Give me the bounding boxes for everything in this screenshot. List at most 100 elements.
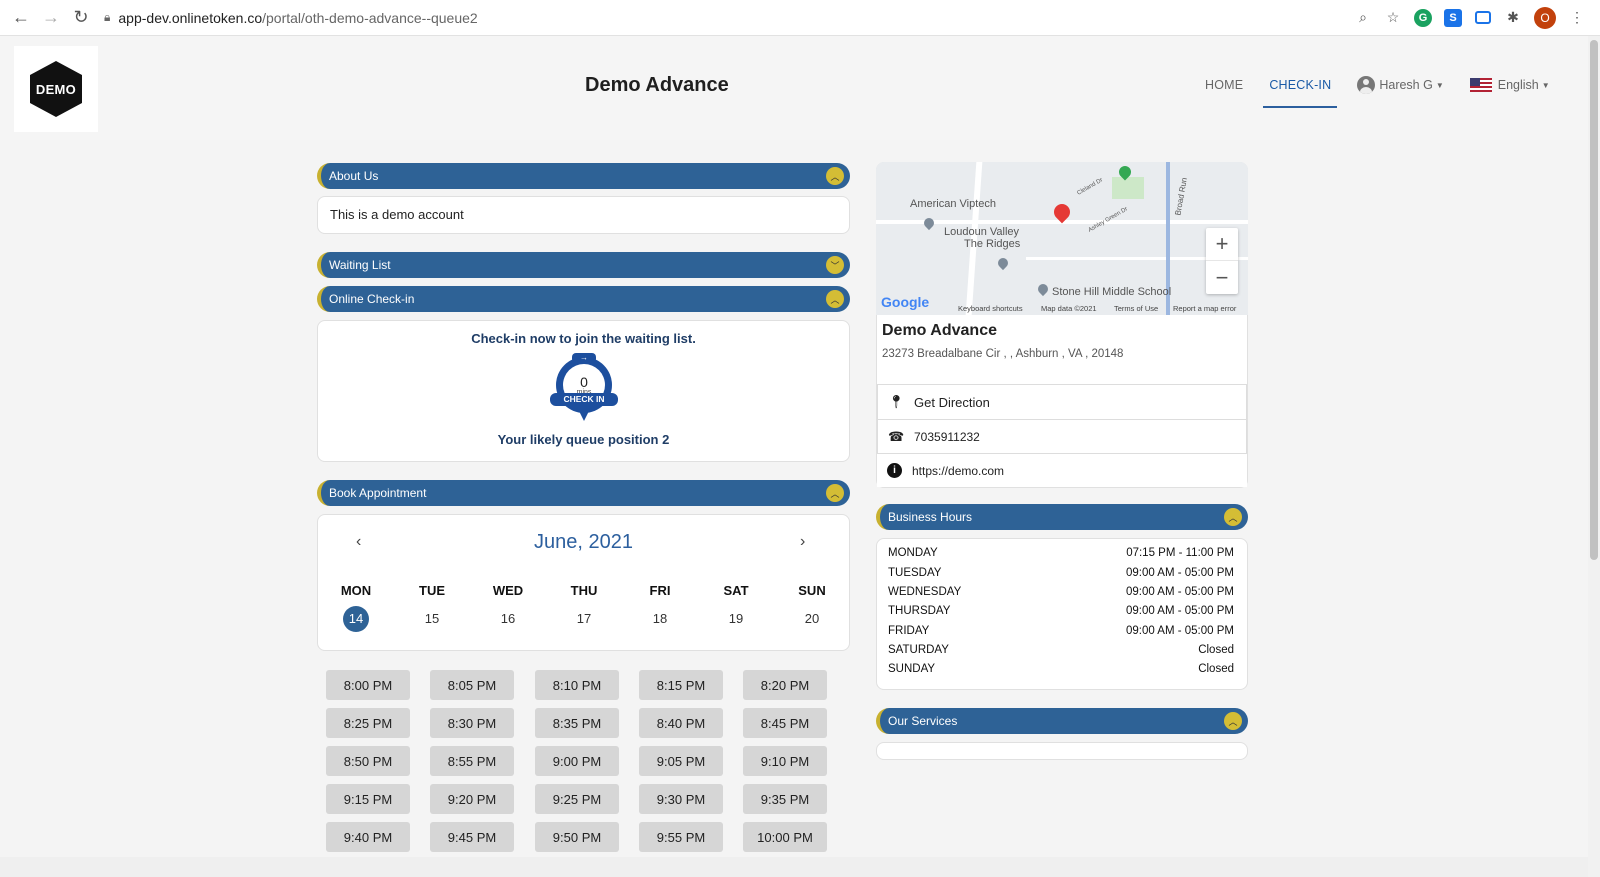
waiting-list-header[interactable]: Waiting List ﹀ xyxy=(317,252,850,278)
map-road xyxy=(1026,257,1248,260)
calendar-day-sun[interactable]: SUN 20 xyxy=(787,583,837,632)
time-slot[interactable]: 8:50 PM xyxy=(326,746,410,776)
nav-checkin[interactable]: CHECK-IN xyxy=(1263,78,1338,108)
prev-week-icon[interactable]: ‹ xyxy=(356,533,362,550)
user-menu[interactable]: Haresh G ▼ xyxy=(1357,76,1444,94)
map-report-error[interactable]: Report a map error xyxy=(1173,304,1237,313)
menu-dots-icon[interactable]: ⋮ xyxy=(1570,9,1584,25)
time-slot[interactable]: 9:25 PM xyxy=(535,784,619,814)
star-icon[interactable]: ☆ xyxy=(1386,9,1400,25)
hours-row: THURSDAY 09:00 AM - 05:00 PM xyxy=(888,605,1234,617)
website-row[interactable]: i https://demo.com xyxy=(877,454,1247,487)
time-slot[interactable]: 9:40 PM xyxy=(326,822,410,852)
checkin-button[interactable]: 0 mins → CHECK IN xyxy=(550,353,618,427)
time-slot[interactable]: 8:10 PM xyxy=(535,670,619,700)
hours-day: THURSDAY xyxy=(888,605,951,617)
phone-icon: ☎︎ xyxy=(888,428,905,444)
book-appointment-header[interactable]: Book Appointment ︿ xyxy=(317,480,850,506)
zoom-icon[interactable]: ⌕ xyxy=(1359,9,1367,25)
chevron-up-icon[interactable]: ︿ xyxy=(826,290,844,308)
chevron-down-icon[interactable]: ﹀ xyxy=(826,256,844,274)
time-slot[interactable]: 9:30 PM xyxy=(639,784,723,814)
time-slot[interactable]: 8:25 PM xyxy=(326,708,410,738)
time-slot[interactable]: 9:00 PM xyxy=(535,746,619,776)
scrollbar[interactable] xyxy=(1588,36,1600,877)
day-name: TUE xyxy=(419,583,445,598)
hours-time: 09:00 AM - 05:00 PM xyxy=(1125,625,1234,637)
map-place-icon[interactable] xyxy=(921,215,937,231)
get-direction-row[interactable]: 📍︎ Get Direction xyxy=(877,384,1247,420)
map-terms[interactable]: Terms of Use xyxy=(1114,304,1159,313)
time-slot[interactable]: 8:05 PM xyxy=(430,670,514,700)
calendar-day-fri[interactable]: FRI 18 xyxy=(635,583,685,632)
time-slot[interactable]: 8:35 PM xyxy=(535,708,619,738)
back-icon[interactable]: ← xyxy=(12,7,30,27)
chevron-up-icon[interactable]: ︿ xyxy=(1224,712,1242,730)
time-slot[interactable]: 9:35 PM xyxy=(743,784,827,814)
language-menu[interactable]: English ▼ xyxy=(1469,78,1550,92)
hours-row: MONDAY 07:15 PM - 11:00 PM xyxy=(888,547,1234,559)
map-place-icon[interactable] xyxy=(995,255,1011,271)
time-slot[interactable]: 8:40 PM xyxy=(639,708,723,738)
puzzle-icon[interactable]: ✱ xyxy=(1507,9,1519,25)
map-park xyxy=(1112,177,1144,199)
hours-time: Closed xyxy=(1198,663,1234,675)
language-label: English xyxy=(1497,78,1539,92)
profile-avatar[interactable]: O xyxy=(1534,6,1556,29)
business-hours-header[interactable]: Business Hours ︿ xyxy=(876,504,1248,530)
chevron-up-icon[interactable]: ︿ xyxy=(826,167,844,185)
our-services-header[interactable]: Our Services ︿ xyxy=(876,708,1248,734)
arrow-right-icon: → xyxy=(572,353,596,363)
online-checkin-header[interactable]: Online Check-in ︿ xyxy=(317,286,850,312)
chevron-up-icon[interactable]: ︿ xyxy=(826,484,844,502)
hours-time: 09:00 AM - 05:00 PM xyxy=(1125,567,1234,579)
about-us-body: This is a demo account xyxy=(317,196,850,234)
map-place-icon[interactable] xyxy=(1035,281,1051,297)
address-bar[interactable]: 🔒︎ app-dev.onlinetoken.co/portal/oth-dem… xyxy=(104,10,1354,26)
map[interactable]: American Viptech Loudoun Valley The Ridg… xyxy=(876,162,1248,315)
time-slot[interactable]: 8:30 PM xyxy=(430,708,514,738)
time-slot[interactable]: 8:00 PM xyxy=(326,670,410,700)
calendar-day-sat[interactable]: SAT 19 xyxy=(711,583,761,632)
calendar-day-tue[interactable]: TUE 15 xyxy=(407,583,457,632)
map-label: American Viptech xyxy=(910,198,997,210)
time-slot[interactable]: 8:55 PM xyxy=(430,746,514,776)
hours-time: 09:00 AM - 05:00 PM xyxy=(1125,586,1234,598)
calendar-day-wed[interactable]: WED 16 xyxy=(483,583,533,632)
about-us-header[interactable]: About Us ︿ xyxy=(317,163,850,189)
time-slot[interactable]: 9:55 PM xyxy=(639,822,723,852)
day-date: 18 xyxy=(652,611,668,626)
day-date: 14 xyxy=(343,606,369,632)
s-extension-icon[interactable]: S xyxy=(1444,8,1462,27)
business-address: 23273 Breadalbane Cir , , Ashburn , VA ,… xyxy=(882,348,1124,360)
scrollbar-thumb[interactable] xyxy=(1590,40,1598,560)
time-slot[interactable]: 10:00 PM xyxy=(743,822,827,852)
book-appointment-title: Book Appointment xyxy=(329,486,427,500)
screen-extension-icon[interactable] xyxy=(1474,9,1492,27)
time-slot[interactable]: 9:05 PM xyxy=(639,746,723,776)
day-date: 20 xyxy=(804,611,820,626)
time-slot[interactable]: 8:45 PM xyxy=(743,708,827,738)
time-slot[interactable]: 8:15 PM xyxy=(639,670,723,700)
next-week-icon[interactable]: › xyxy=(800,533,806,550)
zoom-out-button[interactable]: − xyxy=(1215,264,1229,290)
time-slot[interactable]: 9:20 PM xyxy=(430,784,514,814)
calendar-day-mon[interactable]: MON 14 xyxy=(331,583,381,632)
time-slot[interactable]: 8:20 PM xyxy=(743,670,827,700)
logo[interactable]: DEMO xyxy=(14,46,98,132)
time-slot[interactable]: 9:10 PM xyxy=(743,746,827,776)
chevron-up-icon[interactable]: ︿ xyxy=(1224,508,1242,526)
day-date: 16 xyxy=(500,611,516,626)
time-slot[interactable]: 9:45 PM xyxy=(430,822,514,852)
calendar-day-thu[interactable]: THU 17 xyxy=(559,583,609,632)
reload-icon[interactable]: ↻ xyxy=(73,7,89,27)
phone-row[interactable]: ☎︎ 7035911232 xyxy=(877,420,1247,454)
grammarly-extension-icon[interactable]: G xyxy=(1414,8,1432,27)
time-slot[interactable]: 9:15 PM xyxy=(326,784,410,814)
map-keyboard-shortcuts[interactable]: Keyboard shortcuts xyxy=(958,304,1023,313)
map-label: Loudoun Valley xyxy=(944,226,1020,238)
forward-icon[interactable]: → xyxy=(42,7,60,27)
zoom-in-button[interactable]: + xyxy=(1206,228,1238,261)
nav-home[interactable]: HOME xyxy=(1205,78,1244,92)
time-slot[interactable]: 9:50 PM xyxy=(535,822,619,852)
